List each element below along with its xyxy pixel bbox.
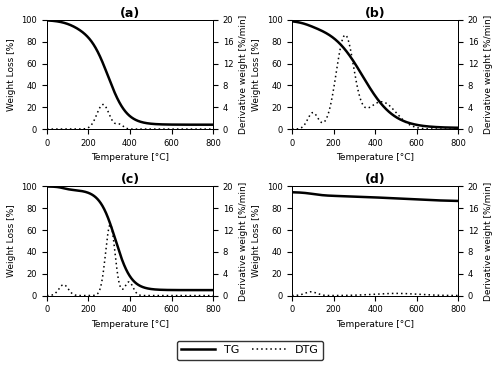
Y-axis label: Weight Loss [%]: Weight Loss [%]: [7, 38, 16, 111]
Title: (d): (d): [365, 173, 386, 186]
Title: (b): (b): [365, 7, 386, 20]
Y-axis label: Derivative weight [%/min]: Derivative weight [%/min]: [239, 182, 248, 301]
Legend: TG, DTG: TG, DTG: [177, 341, 323, 360]
Title: (a): (a): [120, 7, 140, 20]
X-axis label: Temperature [°C]: Temperature [°C]: [336, 154, 414, 162]
X-axis label: Temperature [°C]: Temperature [°C]: [91, 154, 169, 162]
Title: (c): (c): [120, 173, 140, 186]
Y-axis label: Weight Loss [%]: Weight Loss [%]: [252, 205, 261, 277]
Y-axis label: Derivative weight [%/min]: Derivative weight [%/min]: [239, 15, 248, 134]
Y-axis label: Weight Loss [%]: Weight Loss [%]: [7, 205, 16, 277]
Y-axis label: Derivative weight [%/min]: Derivative weight [%/min]: [484, 15, 493, 134]
Y-axis label: Derivative weight [%/min]: Derivative weight [%/min]: [484, 182, 493, 301]
Y-axis label: Weight Loss [%]: Weight Loss [%]: [252, 38, 261, 111]
X-axis label: Temperature [°C]: Temperature [°C]: [336, 320, 414, 329]
X-axis label: Temperature [°C]: Temperature [°C]: [91, 320, 169, 329]
